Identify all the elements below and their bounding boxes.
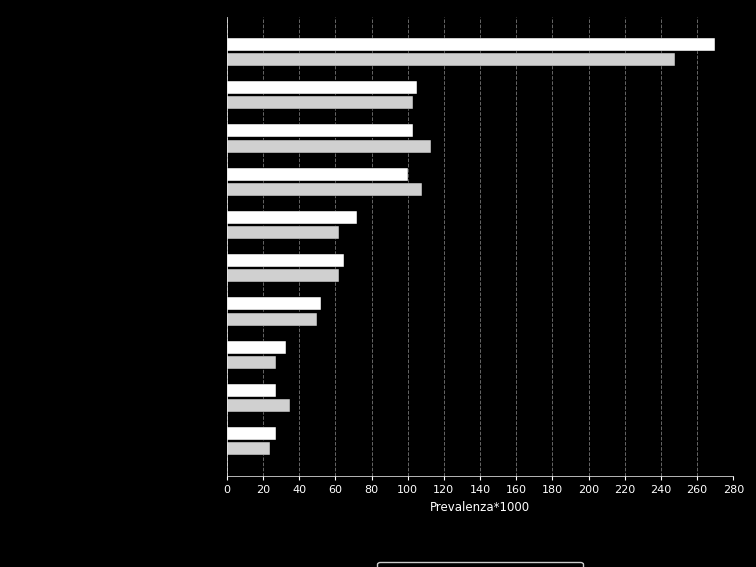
Bar: [227, 53, 675, 66]
Bar: [227, 96, 413, 109]
Bar: [227, 139, 431, 153]
Bar: [227, 211, 357, 224]
Bar: [227, 399, 290, 412]
Bar: [227, 81, 417, 94]
Legend: 1-Belluno, Veneto: 1-Belluno, Veneto: [377, 562, 583, 567]
Bar: [227, 356, 276, 369]
Bar: [227, 442, 270, 455]
Bar: [227, 269, 339, 282]
Bar: [227, 312, 318, 325]
Bar: [227, 384, 276, 397]
Bar: [227, 226, 339, 239]
Bar: [227, 341, 287, 354]
Bar: [227, 168, 407, 181]
Bar: [227, 298, 321, 311]
Bar: [227, 124, 413, 137]
Bar: [227, 183, 422, 196]
Bar: [227, 428, 276, 440]
Bar: [227, 254, 345, 267]
X-axis label: Prevalenza*1000: Prevalenza*1000: [430, 501, 530, 514]
Bar: [227, 38, 715, 51]
